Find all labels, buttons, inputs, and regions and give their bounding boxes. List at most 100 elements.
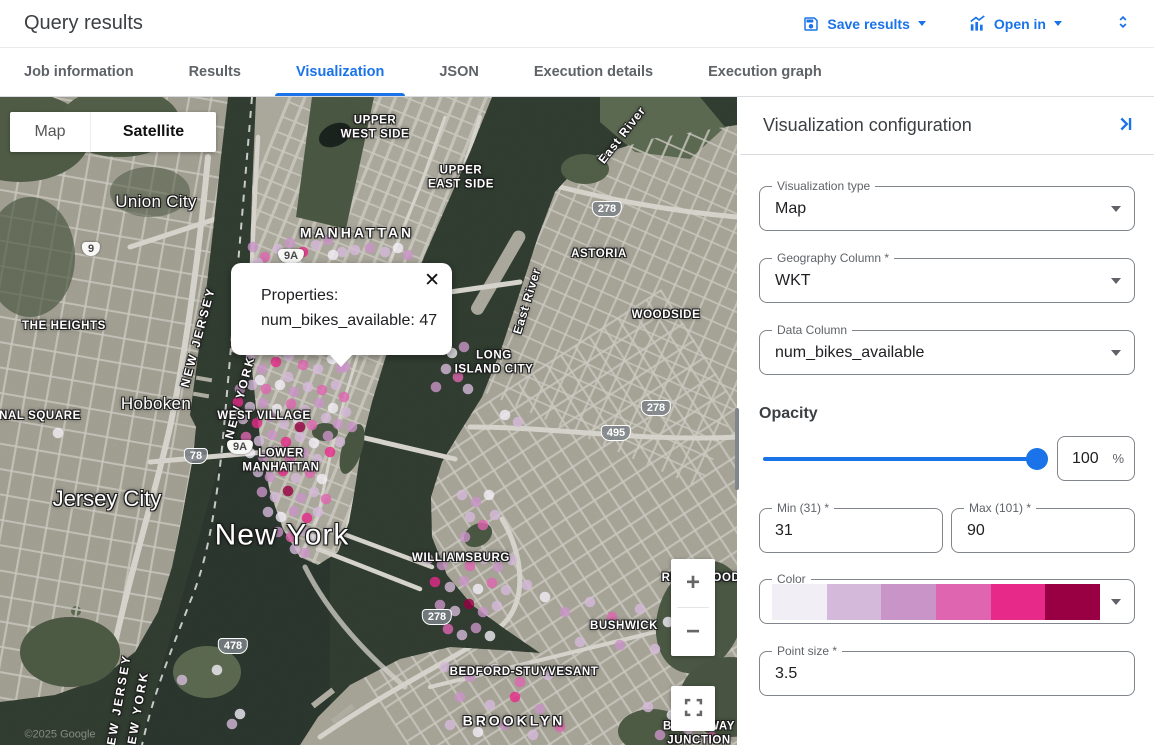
data-point[interactable]: [234, 708, 246, 720]
data-point[interactable]: [297, 359, 309, 371]
data-point[interactable]: [456, 629, 468, 641]
data-point[interactable]: [450, 552, 462, 564]
data-point[interactable]: [459, 531, 471, 543]
data-point[interactable]: [247, 241, 259, 253]
data-point[interactable]: [486, 577, 498, 589]
data-point[interactable]: [542, 669, 554, 681]
data-point[interactable]: [454, 691, 466, 703]
data-point[interactable]: [642, 701, 654, 713]
data-point[interactable]: [266, 429, 278, 441]
data-point[interactable]: [306, 419, 318, 431]
data-point[interactable]: [458, 575, 470, 587]
collapse-panel-button[interactable]: [1114, 113, 1136, 138]
data-point[interactable]: [509, 691, 521, 703]
data-point[interactable]: [310, 239, 322, 251]
data-point[interactable]: [444, 719, 456, 731]
data-point[interactable]: [500, 584, 512, 596]
panel-scrollbar[interactable]: [735, 408, 739, 490]
data-point[interactable]: [270, 356, 282, 368]
data-point[interactable]: [332, 418, 344, 430]
data-point[interactable]: [430, 381, 442, 393]
data-point[interactable]: [444, 581, 456, 593]
data-point[interactable]: [521, 579, 533, 591]
map-canvas[interactable]: UPPER WEST SIDE UPPER EAST SIDE MANHATTAN A…: [0, 97, 737, 745]
data-point[interactable]: [282, 371, 294, 383]
data-point[interactable]: [272, 526, 284, 538]
data-point[interactable]: [458, 341, 470, 353]
data-point[interactable]: [484, 630, 496, 642]
visualization-type-select[interactable]: Visualization type Map: [759, 179, 1135, 231]
data-point[interactable]: [304, 467, 316, 479]
data-point[interactable]: [472, 726, 484, 738]
data-point[interactable]: [312, 363, 324, 375]
data-point[interactable]: [452, 371, 464, 383]
data-point[interactable]: [244, 401, 256, 413]
save-results-button[interactable]: Save results: [802, 15, 926, 33]
data-point[interactable]: [322, 234, 334, 246]
data-point[interactable]: [322, 430, 334, 442]
data-point[interactable]: [483, 489, 495, 501]
data-point[interactable]: [262, 506, 274, 518]
data-point[interactable]: [472, 583, 484, 595]
data-point[interactable]: [492, 561, 504, 573]
data-point[interactable]: [311, 453, 323, 465]
data-point[interactable]: [312, 506, 324, 518]
tab-job-information[interactable]: Job information: [3, 48, 155, 96]
data-point[interactable]: [232, 396, 244, 408]
data-point[interactable]: [574, 636, 586, 648]
data-point[interactable]: [270, 445, 282, 457]
data-point[interactable]: [463, 598, 475, 610]
data-point[interactable]: [307, 533, 319, 545]
data-point[interactable]: [259, 251, 271, 263]
opacity-slider-thumb[interactable]: [1026, 447, 1048, 470]
data-point[interactable]: [176, 674, 188, 686]
data-point[interactable]: [289, 543, 301, 555]
data-point[interactable]: [313, 397, 325, 409]
data-point[interactable]: [288, 505, 300, 517]
data-point[interactable]: [489, 663, 501, 675]
data-point[interactable]: [634, 603, 646, 615]
tab-execution-graph[interactable]: Execution graph: [687, 48, 843, 96]
data-point[interactable]: [464, 671, 476, 683]
data-point[interactable]: [436, 559, 448, 571]
data-point[interactable]: [285, 398, 297, 410]
data-point[interactable]: [534, 703, 546, 715]
color-palette-swatch[interactable]: [772, 584, 1100, 620]
data-point[interactable]: [470, 622, 482, 634]
data-point[interactable]: [226, 718, 238, 730]
data-point[interactable]: [559, 606, 571, 618]
data-point[interactable]: [256, 486, 268, 498]
data-point[interactable]: [292, 413, 304, 425]
data-point[interactable]: [654, 729, 666, 741]
data-point[interactable]: [260, 383, 272, 395]
opacity-slider[interactable]: [763, 447, 1048, 470]
color-select[interactable]: Color: [759, 572, 1135, 624]
data-point[interactable]: [284, 237, 296, 249]
data-point[interactable]: [336, 246, 348, 258]
data-point[interactable]: [269, 491, 281, 503]
tab-json[interactable]: JSON: [418, 48, 500, 96]
data-point[interactable]: [244, 447, 256, 459]
data-point[interactable]: [284, 452, 296, 464]
data-point[interactable]: [327, 249, 339, 261]
data-point[interactable]: [392, 242, 404, 254]
data-point[interactable]: [364, 242, 376, 254]
max-input[interactable]: [952, 509, 1134, 552]
tab-results[interactable]: Results: [168, 48, 262, 96]
data-point[interactable]: [290, 472, 302, 484]
data-point[interactable]: [288, 386, 300, 398]
data-point[interactable]: [422, 553, 434, 565]
data-point[interactable]: [294, 421, 306, 433]
data-point[interactable]: [272, 243, 284, 255]
data-point[interactable]: [584, 596, 596, 608]
map-type-satellite-button[interactable]: Satellite: [90, 112, 216, 152]
data-point[interactable]: [489, 509, 501, 521]
data-point[interactable]: [302, 381, 314, 393]
data-point[interactable]: [330, 379, 342, 391]
data-point[interactable]: [257, 451, 269, 463]
data-point[interactable]: [278, 418, 290, 430]
data-point[interactable]: [52, 427, 64, 439]
data-point[interactable]: [477, 606, 489, 618]
data-point[interactable]: [539, 591, 551, 603]
data-point[interactable]: [439, 661, 451, 673]
